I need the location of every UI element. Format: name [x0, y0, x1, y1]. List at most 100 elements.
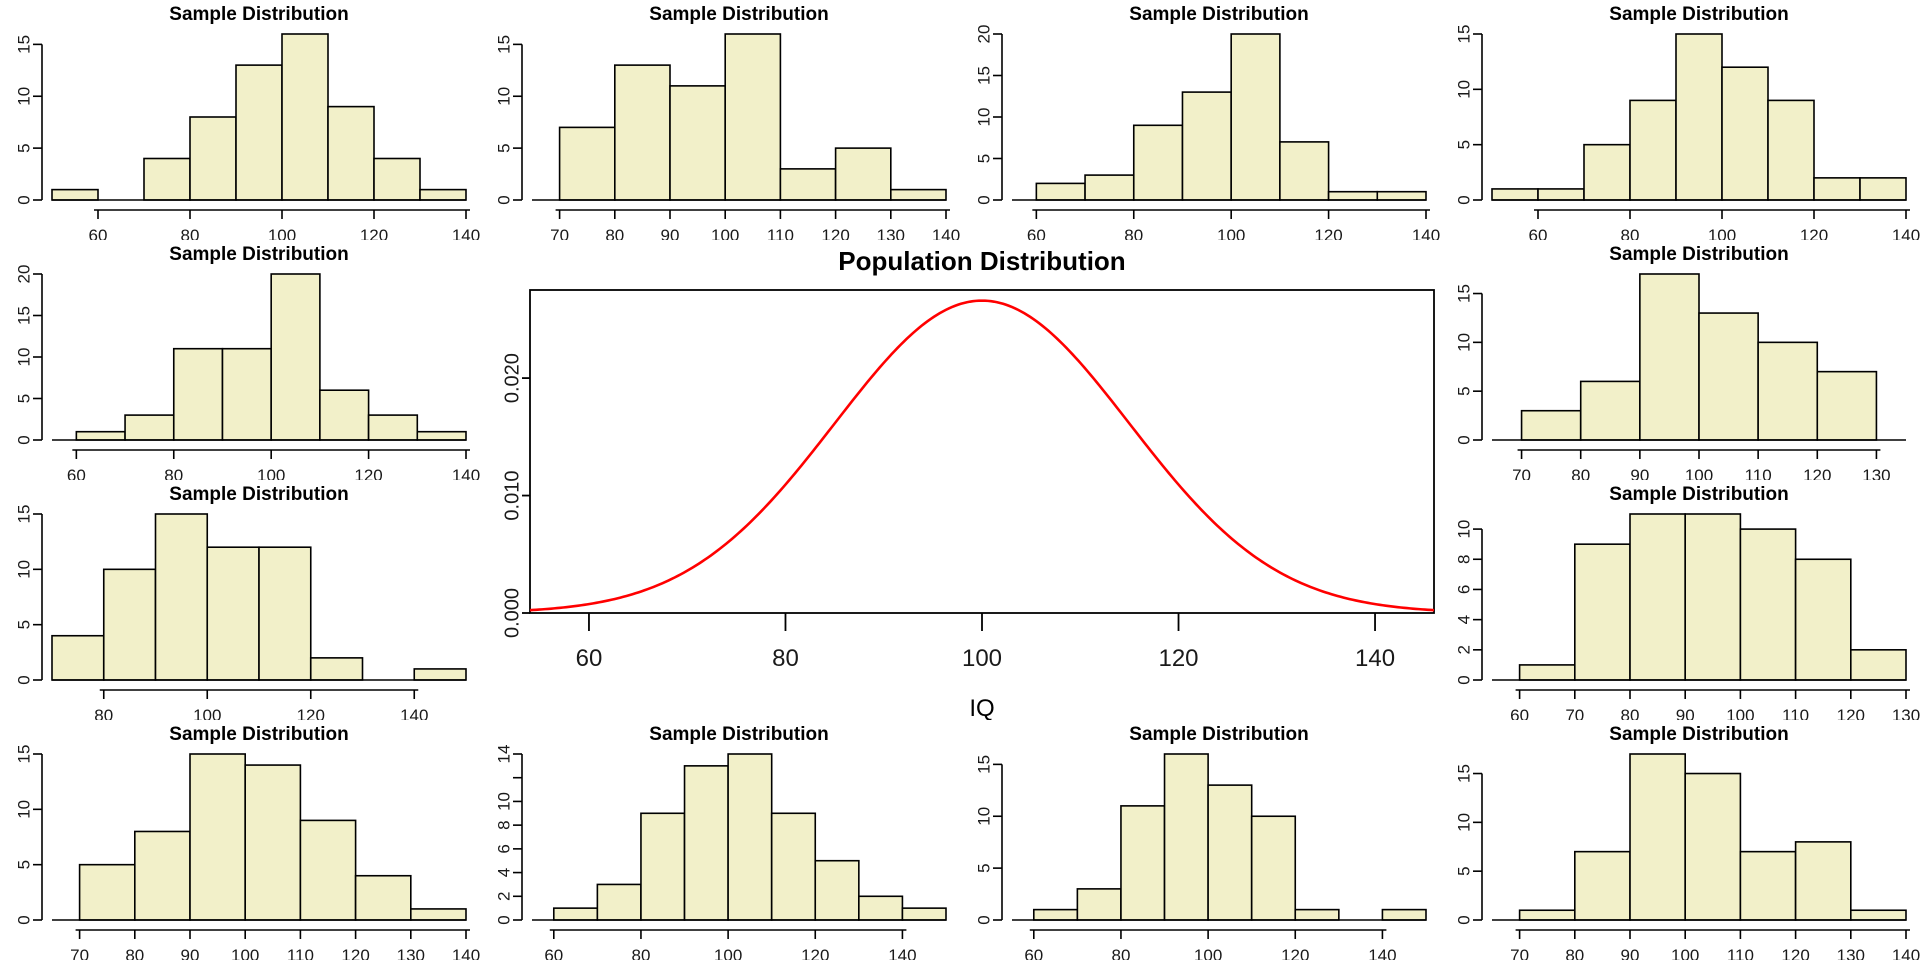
svg-text:100: 100 [1194, 946, 1222, 960]
svg-text:15: 15 [1454, 764, 1473, 783]
svg-text:120: 120 [1837, 706, 1865, 720]
svg-text:130: 130 [877, 226, 905, 240]
svg-text:15: 15 [14, 35, 33, 54]
svg-text:80: 80 [1621, 706, 1640, 720]
svg-text:0.000: 0.000 [501, 588, 523, 638]
svg-text:140: 140 [400, 706, 428, 720]
svg-text:0: 0 [1454, 435, 1473, 444]
svg-text:110: 110 [1782, 706, 1809, 720]
svg-text:0: 0 [974, 915, 993, 924]
svg-text:Sample Distribution: Sample Distribution [1129, 4, 1308, 25]
svg-text:20: 20 [974, 25, 993, 44]
svg-text:100: 100 [257, 466, 285, 480]
svg-text:Sample Distribution: Sample Distribution [169, 244, 348, 265]
svg-text:120: 120 [297, 706, 325, 720]
svg-text:10: 10 [14, 348, 33, 367]
svg-text:120: 120 [360, 226, 388, 240]
svg-text:10: 10 [14, 800, 33, 819]
svg-text:60: 60 [1510, 706, 1529, 720]
svg-text:15: 15 [494, 35, 513, 54]
svg-text:70: 70 [1510, 946, 1529, 960]
svg-text:130: 130 [1892, 706, 1920, 720]
svg-text:0: 0 [14, 675, 33, 684]
svg-text:60: 60 [1027, 226, 1046, 240]
svg-text:10: 10 [494, 792, 513, 811]
svg-text:140: 140 [932, 226, 960, 240]
svg-text:15: 15 [14, 505, 33, 524]
svg-text:14: 14 [494, 745, 513, 764]
svg-text:120: 120 [354, 466, 382, 480]
svg-text:100: 100 [231, 946, 259, 960]
svg-text:80: 80 [1621, 226, 1640, 240]
svg-text:15: 15 [974, 755, 993, 774]
svg-text:120: 120 [1314, 226, 1342, 240]
svg-text:80: 80 [1124, 226, 1143, 240]
svg-text:110: 110 [1745, 466, 1772, 480]
svg-text:Sample Distribution: Sample Distribution [1609, 244, 1788, 265]
svg-text:80: 80 [125, 946, 144, 960]
svg-text:120: 120 [1781, 946, 1809, 960]
svg-text:Population Distribution: Population Distribution [838, 246, 1125, 276]
svg-text:10: 10 [494, 87, 513, 106]
svg-text:80: 80 [631, 946, 650, 960]
svg-text:80: 80 [605, 226, 624, 240]
svg-text:90: 90 [1676, 706, 1695, 720]
svg-text:8: 8 [1454, 555, 1473, 564]
svg-text:10: 10 [1454, 813, 1473, 832]
svg-text:IQ: IQ [969, 695, 994, 720]
svg-text:Sample Distribution: Sample Distribution [1129, 724, 1308, 745]
svg-text:Sample Distribution: Sample Distribution [169, 484, 348, 505]
svg-text:0: 0 [1454, 675, 1473, 684]
svg-text:2: 2 [1454, 645, 1473, 654]
svg-text:Sample Distribution: Sample Distribution [1609, 4, 1788, 25]
svg-text:70: 70 [550, 226, 569, 240]
svg-text:5: 5 [1454, 140, 1473, 149]
svg-text:120: 120 [341, 946, 369, 960]
svg-text:140: 140 [452, 466, 480, 480]
svg-text:100: 100 [711, 226, 739, 240]
svg-text:8: 8 [494, 820, 513, 829]
svg-text:10: 10 [1454, 520, 1473, 539]
svg-text:4: 4 [494, 868, 513, 877]
svg-text:0.010: 0.010 [501, 471, 523, 521]
svg-text:5: 5 [14, 860, 33, 869]
svg-text:120: 120 [1803, 466, 1831, 480]
svg-text:Sample Distribution: Sample Distribution [1609, 724, 1788, 745]
svg-text:0: 0 [14, 915, 33, 924]
svg-text:15: 15 [14, 306, 33, 325]
svg-text:4: 4 [1454, 615, 1473, 624]
svg-text:140: 140 [1892, 226, 1920, 240]
svg-text:80: 80 [1111, 946, 1130, 960]
svg-text:Sample Distribution: Sample Distribution [1609, 484, 1788, 505]
svg-text:110: 110 [1727, 946, 1754, 960]
svg-text:120: 120 [821, 226, 849, 240]
svg-text:100: 100 [268, 226, 296, 240]
svg-text:5: 5 [494, 143, 513, 152]
svg-text:120: 120 [1281, 946, 1309, 960]
svg-text:140: 140 [888, 946, 916, 960]
svg-text:140: 140 [1368, 946, 1396, 960]
svg-text:Sample Distribution: Sample Distribution [649, 4, 828, 25]
svg-text:60: 60 [1529, 226, 1548, 240]
svg-text:100: 100 [1685, 466, 1713, 480]
svg-text:90: 90 [1621, 946, 1640, 960]
svg-text:10: 10 [1454, 80, 1473, 99]
svg-text:10: 10 [974, 108, 993, 127]
svg-text:10: 10 [1454, 333, 1473, 352]
svg-text:0: 0 [14, 195, 33, 204]
svg-text:90: 90 [661, 226, 680, 240]
svg-text:120: 120 [1800, 226, 1828, 240]
svg-text:140: 140 [1892, 946, 1920, 960]
svg-text:90: 90 [1630, 466, 1649, 480]
svg-text:100: 100 [1217, 226, 1245, 240]
svg-text:5: 5 [14, 620, 33, 629]
svg-text:140: 140 [452, 946, 480, 960]
svg-text:5: 5 [14, 143, 33, 152]
svg-text:80: 80 [181, 226, 200, 240]
svg-text:5: 5 [1454, 866, 1473, 875]
svg-text:6: 6 [494, 844, 513, 853]
svg-text:140: 140 [1355, 645, 1395, 672]
svg-text:80: 80 [1571, 466, 1590, 480]
svg-text:80: 80 [1565, 946, 1584, 960]
svg-text:6: 6 [1454, 585, 1473, 594]
